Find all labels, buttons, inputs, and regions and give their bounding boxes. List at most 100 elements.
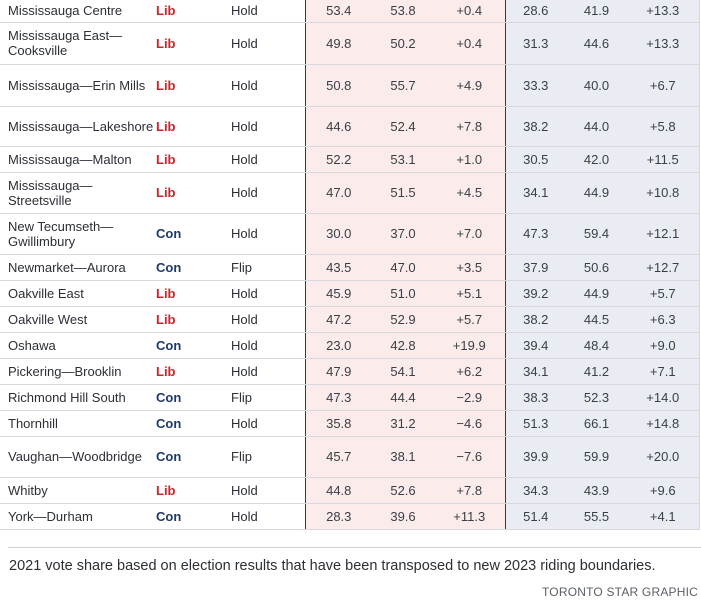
party-cell: Con <box>155 503 230 530</box>
con-2021-cell: 31.3 <box>504 22 566 65</box>
lib-2021-cell: 52.2 <box>304 146 372 173</box>
lib-2025-cell: 50.2 <box>372 22 434 65</box>
con-2021-cell: 34.1 <box>504 358 566 385</box>
con-2025-cell: 44.6 <box>566 22 627 65</box>
riding-name-cell: Oakville West <box>0 306 155 333</box>
lib-2021-cell: 44.6 <box>304 106 372 147</box>
lib-2021-cell: 47.9 <box>304 358 372 385</box>
riding-name-cell: Mississauga—Lakeshore <box>0 106 155 147</box>
lib-2021-cell: 45.7 <box>304 436 372 478</box>
con-change-cell: +14.8 <box>627 410 700 437</box>
results-table-body: Mississauga Centre Lib Hold 53.4 53.8 +0.4 28.… <box>0 0 700 530</box>
con-2025-cell: 44.9 <box>566 280 627 307</box>
party-cell: Lib <box>155 280 230 307</box>
con-2025-cell: 40.0 <box>566 64 627 107</box>
lib-change-cell: +3.5 <box>434 254 505 281</box>
status-cell: Hold <box>230 477 305 504</box>
riding-name-cell: Whitby <box>0 477 155 504</box>
lib-2025-cell: 54.1 <box>372 358 434 385</box>
status-cell: Hold <box>230 172 305 214</box>
party-cell: Con <box>155 254 230 281</box>
con-2021-cell: 39.2 <box>504 280 566 307</box>
lib-2025-cell: 31.2 <box>372 410 434 437</box>
con-change-cell: +13.3 <box>627 22 700 65</box>
lib-2025-cell: 42.8 <box>372 332 434 359</box>
status-cell: Hold <box>230 503 305 530</box>
lib-2021-cell: 49.8 <box>304 22 372 65</box>
lib-change-cell: −2.9 <box>434 384 505 411</box>
con-2021-cell: 33.3 <box>504 64 566 107</box>
con-change-cell: +10.8 <box>627 172 700 214</box>
lib-change-cell: +7.8 <box>434 477 505 504</box>
con-change-cell: +12.1 <box>627 213 700 255</box>
party-cell: Lib <box>155 64 230 107</box>
con-2021-cell: 34.1 <box>504 172 566 214</box>
lib-2021-cell: 53.4 <box>304 0 372 23</box>
table-row: Richmond Hill South Con Flip 47.3 44.4 −2.9 38… <box>0 384 700 411</box>
table-row: Vaughan—Woodbridge Con Flip 45.7 38.1 −7.6 39.… <box>0 436 700 478</box>
riding-name-cell: Thornhill <box>0 410 155 437</box>
status-cell: Hold <box>230 410 305 437</box>
lib-2021-cell: 47.3 <box>304 384 372 411</box>
status-cell: Hold <box>230 146 305 173</box>
lib-2025-cell: 37.0 <box>372 213 434 255</box>
con-change-cell: +5.8 <box>627 106 700 147</box>
results-table: Mississauga Centre Lib Hold 53.4 53.8 +0.4 28.… <box>0 0 700 530</box>
riding-name-cell: Richmond Hill South <box>0 384 155 411</box>
party-cell: Con <box>155 213 230 255</box>
table-row: Mississauga East—Cooksville Lib Hold 49.8 50… <box>0 22 700 65</box>
lib-change-cell: −4.6 <box>434 410 505 437</box>
lib-2021-cell: 45.9 <box>304 280 372 307</box>
con-2021-cell: 38.2 <box>504 306 566 333</box>
con-2021-cell: 38.2 <box>504 106 566 147</box>
party-cell: Con <box>155 384 230 411</box>
lib-2025-cell: 44.4 <box>372 384 434 411</box>
lib-change-cell: +6.2 <box>434 358 505 385</box>
con-2025-cell: 50.6 <box>566 254 627 281</box>
status-cell: Flip <box>230 254 305 281</box>
table-row: Mississauga—Erin Mills Lib Hold 50.8 55.7 +4.… <box>0 64 700 107</box>
lib-2021-cell: 47.2 <box>304 306 372 333</box>
table-row: Oshawa Con Hold 23.0 42.8 +19.9 39.4 48.4 +9.0 <box>0 332 700 359</box>
con-change-cell: +7.1 <box>627 358 700 385</box>
lib-2025-cell: 51.0 <box>372 280 434 307</box>
con-2025-cell: 59.4 <box>566 213 627 255</box>
status-cell: Flip <box>230 436 305 478</box>
lib-change-cell: +7.0 <box>434 213 505 255</box>
party-cell: Lib <box>155 358 230 385</box>
lib-2021-cell: 30.0 <box>304 213 372 255</box>
riding-name-cell: Pickering—Brooklin <box>0 358 155 385</box>
table-row: Thornhill Con Hold 35.8 31.2 −4.6 51.3 66.1 +14.… <box>0 410 700 437</box>
lib-2021-cell: 23.0 <box>304 332 372 359</box>
status-cell: Hold <box>230 306 305 333</box>
lib-change-cell: −7.6 <box>434 436 505 478</box>
lib-change-cell: +19.9 <box>434 332 505 359</box>
lib-2025-cell: 52.4 <box>372 106 434 147</box>
con-2025-cell: 44.0 <box>566 106 627 147</box>
table-row: Whitby Lib Hold 44.8 52.6 +7.8 34.3 43.9 +9.6 <box>0 477 700 504</box>
party-cell: Lib <box>155 306 230 333</box>
lib-2021-cell: 47.0 <box>304 172 372 214</box>
party-cell: Con <box>155 332 230 359</box>
status-cell: Hold <box>230 280 305 307</box>
lib-2021-cell: 50.8 <box>304 64 372 107</box>
con-change-cell: +13.3 <box>627 0 700 23</box>
status-cell: Hold <box>230 332 305 359</box>
lib-change-cell: +1.0 <box>434 146 505 173</box>
con-2021-cell: 34.3 <box>504 477 566 504</box>
con-change-cell: +4.1 <box>627 503 700 530</box>
con-2021-cell: 39.4 <box>504 332 566 359</box>
table-row: Mississauga—Lakeshore Lib Hold 44.6 52.4 +7.8… <box>0 106 700 147</box>
status-cell: Hold <box>230 106 305 147</box>
con-change-cell: +9.6 <box>627 477 700 504</box>
riding-name-cell: Mississauga—Erin Mills <box>0 64 155 107</box>
con-2025-cell: 42.0 <box>566 146 627 173</box>
con-2025-cell: 66.1 <box>566 410 627 437</box>
riding-name-cell: New Tecumseth—Gwillimbury <box>0 213 155 255</box>
con-change-cell: +20.0 <box>627 436 700 478</box>
table-row: Newmarket—Aurora Con Flip 43.5 47.0 +3.5 37.9 5… <box>0 254 700 281</box>
status-cell: Hold <box>230 213 305 255</box>
lib-2025-cell: 51.5 <box>372 172 434 214</box>
con-change-cell: +6.7 <box>627 64 700 107</box>
